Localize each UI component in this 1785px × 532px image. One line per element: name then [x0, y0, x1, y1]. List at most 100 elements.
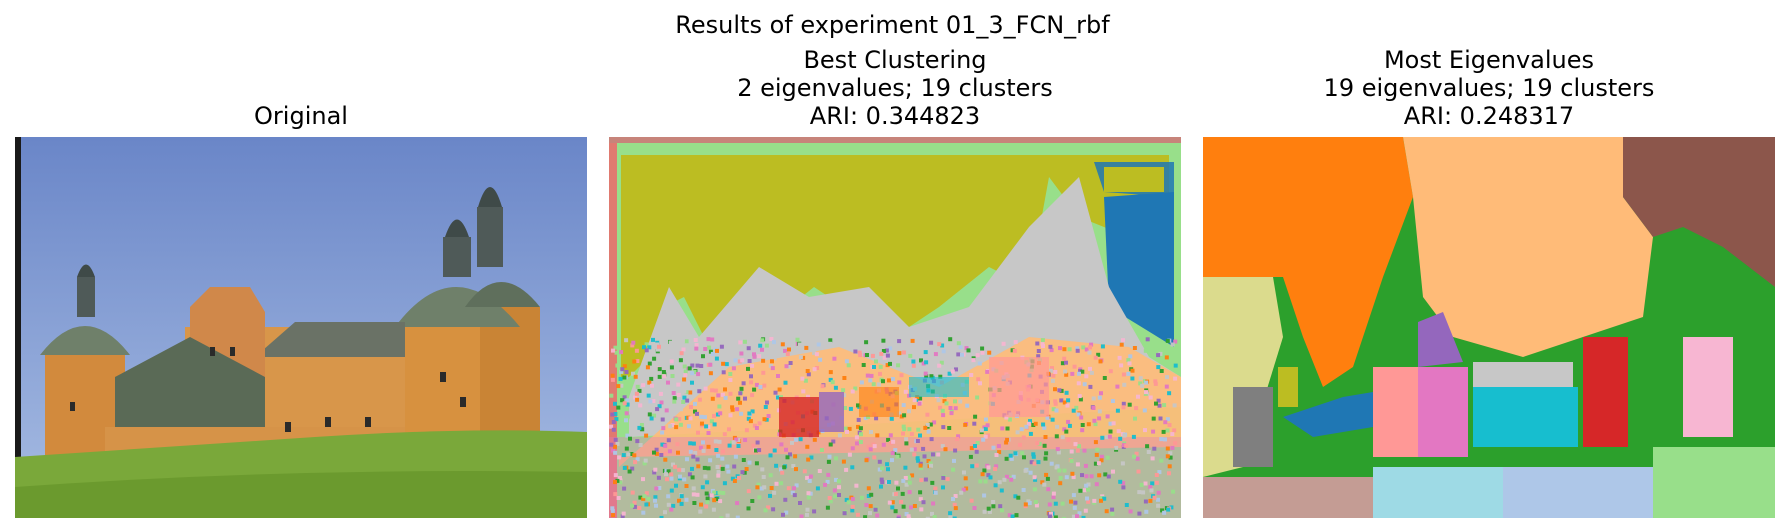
segmentation-speck: [1132, 346, 1137, 350]
segmentation-speck: [857, 350, 862, 355]
segmentation-speck: [947, 371, 952, 376]
segmentation-speck: [671, 462, 675, 467]
segmentation-speck: [830, 380, 835, 385]
segmentation-speck: [650, 383, 654, 388]
segmentation-speck: [653, 495, 658, 500]
segmentation-speck: [1037, 441, 1042, 446]
segmentation-speck: [1062, 347, 1067, 352]
segmentation-speck: [856, 403, 860, 408]
segmentation-speck: [687, 424, 691, 429]
segmentation-speck: [634, 391, 639, 396]
segmentation-speck: [1100, 496, 1105, 501]
figure-suptitle: Results of experiment 01_3_FCN_rbf: [675, 11, 1110, 39]
segmentation-speck: [769, 486, 774, 490]
segmentation-speck: [632, 359, 637, 364]
segmentation-speck: [1082, 448, 1087, 453]
segmentation-speck: [690, 363, 695, 368]
segmentation-speck: [1083, 463, 1088, 468]
segmentation-speck: [689, 405, 693, 409]
segmentation-speck: [1130, 368, 1135, 373]
segmentation-speck: [609, 442, 614, 447]
segmentation-speck: [695, 492, 700, 497]
segmentation-speck: [1136, 469, 1141, 474]
segmentation-speck: [893, 448, 898, 453]
segmentation-speck: [710, 352, 715, 356]
segmentation-speck: [707, 345, 712, 350]
segmentation-speck: [768, 493, 772, 498]
segmentation-speck: [706, 337, 711, 342]
panel-most-title-line-2: 19 eigenvalues; 19 clusters: [1323, 74, 1655, 102]
segmentation-speck: [742, 470, 747, 475]
segmentation-speck: [1053, 387, 1057, 392]
segmentation-speck: [864, 458, 869, 463]
segmentation-speck: [986, 433, 991, 438]
segmentation-speck: [732, 479, 737, 483]
segmentation-speck: [1029, 460, 1034, 465]
segmentation-speck: [750, 499, 755, 503]
segmentation-speck: [1156, 398, 1161, 403]
segmentation-speck: [833, 385, 838, 390]
segmentation-speck: [980, 350, 985, 355]
segmentation-speck: [633, 374, 638, 379]
segmentation-speck: [1077, 371, 1081, 376]
segmentation-speck: [613, 444, 617, 449]
segmentation-speck: [928, 422, 933, 427]
segmentation-speck: [728, 413, 733, 418]
segmentation-speck: [1102, 496, 1107, 501]
segmentation-speck: [834, 477, 838, 482]
segmentation-speck: [929, 374, 934, 379]
segmentation-speck: [910, 338, 915, 343]
segmentation-speck: [698, 509, 703, 514]
segmentation-speck: [708, 349, 713, 354]
segmentation-speck: [973, 414, 978, 419]
segmentation-speck: [1062, 427, 1067, 432]
segmentation-speck: [868, 504, 873, 509]
segmentation-speck: [676, 382, 681, 387]
segmentation-speck: [1082, 488, 1087, 493]
segmentation-speck: [682, 377, 687, 382]
segmentation-speck: [1058, 346, 1062, 351]
segmentation-speck: [744, 428, 749, 433]
segmentation-speck: [828, 341, 832, 346]
segmentation-speck: [832, 356, 837, 361]
segmentation-speck: [751, 443, 756, 448]
segmentation-speck: [1163, 437, 1167, 442]
segmentation-speck: [910, 473, 915, 478]
segmentation-speck: [924, 374, 929, 379]
segmentation-speck: [940, 343, 945, 348]
segmentation-speck: [815, 486, 820, 491]
segmentation-speck: [1159, 369, 1164, 373]
segmentation-speck: [1168, 455, 1173, 460]
segmentation-speck: [1121, 481, 1126, 486]
segmentation-speck: [738, 400, 742, 405]
segmentation-speck: [620, 514, 625, 518]
segmentation-speck: [688, 390, 693, 395]
segmentation-speck: [1048, 368, 1053, 373]
segmentation-speck: [716, 453, 721, 458]
segmentation-speck: [895, 454, 900, 459]
segmentation-speck: [999, 488, 1004, 493]
segmentation-speck: [666, 438, 671, 443]
segmentation-speck: [1093, 461, 1098, 466]
segmentation-speck: [615, 363, 620, 368]
segmentation-speck: [1104, 509, 1109, 514]
segmentation-speck: [624, 411, 629, 416]
segmentation-speck: [1157, 470, 1162, 475]
segmentation-speck: [704, 504, 709, 509]
segmentation-speck: [1167, 471, 1171, 476]
segmentation-speck: [894, 480, 899, 485]
segmentation-speck: [696, 372, 701, 377]
segmentation-speck: [1066, 419, 1071, 424]
segmentation-speck: [1119, 363, 1124, 368]
segmentation-speck: [850, 446, 855, 451]
segmentation-speck: [1094, 482, 1099, 487]
segmentation-speck: [763, 405, 768, 409]
best-clustering-image: [609, 137, 1181, 518]
segmentation-speck: [902, 427, 907, 432]
segmentation-speck: [771, 507, 776, 512]
segmentation-speck: [740, 358, 745, 363]
segmentation-speck: [1084, 374, 1089, 379]
segmentation-speck: [646, 393, 651, 398]
segmentation-speck: [827, 454, 832, 459]
segmentation-speck: [1091, 406, 1096, 410]
